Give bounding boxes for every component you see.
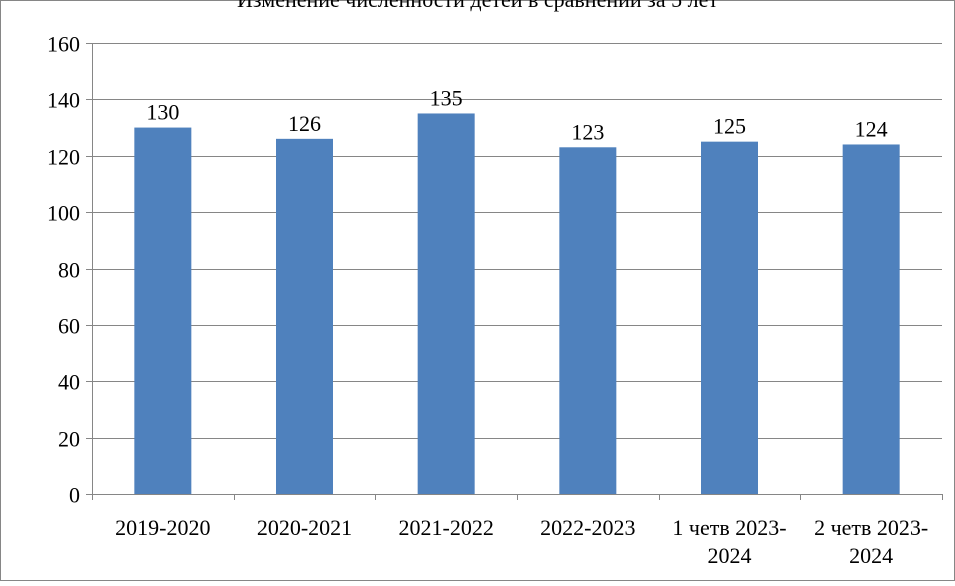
bar	[701, 141, 758, 494]
bar	[276, 138, 333, 494]
x-tick-label: 2020-2021	[257, 515, 352, 540]
data-labels: 130 126 135 123 125 124	[146, 85, 887, 144]
y-tick-label: 120	[47, 145, 80, 170]
axes	[86, 43, 943, 500]
chart-title: Изменение численности детей в сравнении …	[0, 0, 955, 12]
y-tick-label: 160	[47, 32, 80, 57]
y-tick-label: 40	[58, 370, 80, 395]
data-label: 125	[713, 114, 746, 139]
y-tick-label: 80	[58, 258, 80, 283]
bar	[842, 144, 900, 494]
bar	[417, 113, 475, 494]
x-tick-labels: 2019-2020 2020-2021 2021-2022 2022-2023 1 че…	[115, 515, 928, 568]
y-tick-label: 20	[58, 427, 80, 452]
x-tick-label: 2021-2022	[399, 515, 494, 540]
data-label: 124	[855, 116, 888, 141]
data-label: 130	[146, 100, 179, 125]
y-tick-labels: 0 20 40 60 80 100 120 140 160	[47, 32, 80, 508]
x-tick-label: 2019-2020	[115, 515, 210, 540]
x-tick-label: 2022-2023	[540, 515, 635, 540]
x-tick-label: 2 четв 2023-	[814, 515, 928, 540]
bar	[134, 127, 192, 494]
data-label: 123	[571, 119, 604, 144]
bar	[559, 147, 617, 494]
y-tick-label: 100	[47, 201, 80, 226]
x-tick-label: 2024	[849, 543, 893, 568]
y-tick-label: 60	[58, 314, 80, 339]
y-tick-label: 0	[69, 483, 80, 508]
y-tick-label: 140	[47, 88, 80, 113]
x-tick-label: 1 четв 2023-	[672, 515, 786, 540]
bars	[134, 113, 900, 494]
data-label: 126	[288, 111, 321, 136]
x-tick-label: 2024	[708, 543, 752, 568]
gridlines	[92, 43, 942, 439]
data-label: 135	[430, 85, 463, 110]
